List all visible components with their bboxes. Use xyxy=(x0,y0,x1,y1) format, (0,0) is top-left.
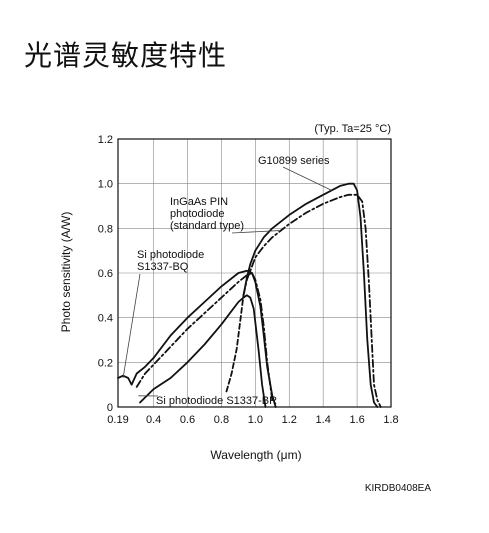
label-ingaas-line3: (standard type) xyxy=(170,220,244,232)
curves-layer xyxy=(117,182,382,408)
chart-note: (Typ. Ta=25 °C) xyxy=(314,123,391,135)
ticks-layer: 0.19 0.4 0.6 0.8 1.0 1.2 1.4 1.6 1.8 0 0.2 0.4 0.6 0.… xyxy=(98,134,399,426)
x-tick-label: 0.6 xyxy=(180,414,195,426)
series-line-5 xyxy=(225,294,245,393)
y-tick-label: 0.6 xyxy=(98,268,113,280)
series-line-2 xyxy=(117,269,277,408)
y-axis-label: Photo sensitivity (A/W) xyxy=(59,212,73,333)
x-tick-label: 0.8 xyxy=(214,414,229,426)
y-tick-label: 1.0 xyxy=(98,179,113,191)
label-leader-line xyxy=(282,166,332,191)
x-tick-label: 1.6 xyxy=(349,414,364,426)
y-tick-label: 0 xyxy=(107,402,113,414)
page-title: 光谱灵敏度特性 xyxy=(24,39,228,72)
grid-layer xyxy=(118,139,391,407)
x-tick-label: 1.8 xyxy=(383,414,398,426)
x-tick-label: 1.4 xyxy=(316,414,331,426)
series-line-3 xyxy=(135,272,274,402)
y-tick-label: 0.4 xyxy=(98,313,113,325)
x-tick-label: 0.19 xyxy=(107,414,128,426)
label-ingaas-line1: InGaAs PIN xyxy=(170,196,228,208)
label-ingaas-line2: photodiode xyxy=(170,208,224,220)
label-s1337br: Si photodiode S1337-BR xyxy=(156,395,277,407)
x-tick-label: 1.2 xyxy=(282,414,297,426)
leaders-layer xyxy=(122,166,332,397)
y-tick-label: 1.2 xyxy=(98,134,113,146)
figure-code: KIRDB0408EA xyxy=(365,483,431,494)
label-s1337bq-line1: Si photodiode xyxy=(137,249,204,261)
series-line-0 xyxy=(242,182,379,408)
x-tick-label: 1.0 xyxy=(248,414,263,426)
y-tick-label: 0.2 xyxy=(98,357,113,369)
series-line-4 xyxy=(139,294,267,408)
label-g10899: G10899 series xyxy=(258,155,330,167)
label-leader-line xyxy=(231,230,280,234)
y-tick-label: 0.8 xyxy=(98,223,113,235)
series-line-1 xyxy=(242,193,382,408)
plot-frame xyxy=(117,138,392,408)
x-axis-label: Wavelength (μm) xyxy=(210,448,301,462)
label-s1337bq-line2: S1337-BQ xyxy=(137,261,189,273)
x-tick-label: 0.4 xyxy=(146,414,161,426)
label-leader-line xyxy=(122,273,141,379)
